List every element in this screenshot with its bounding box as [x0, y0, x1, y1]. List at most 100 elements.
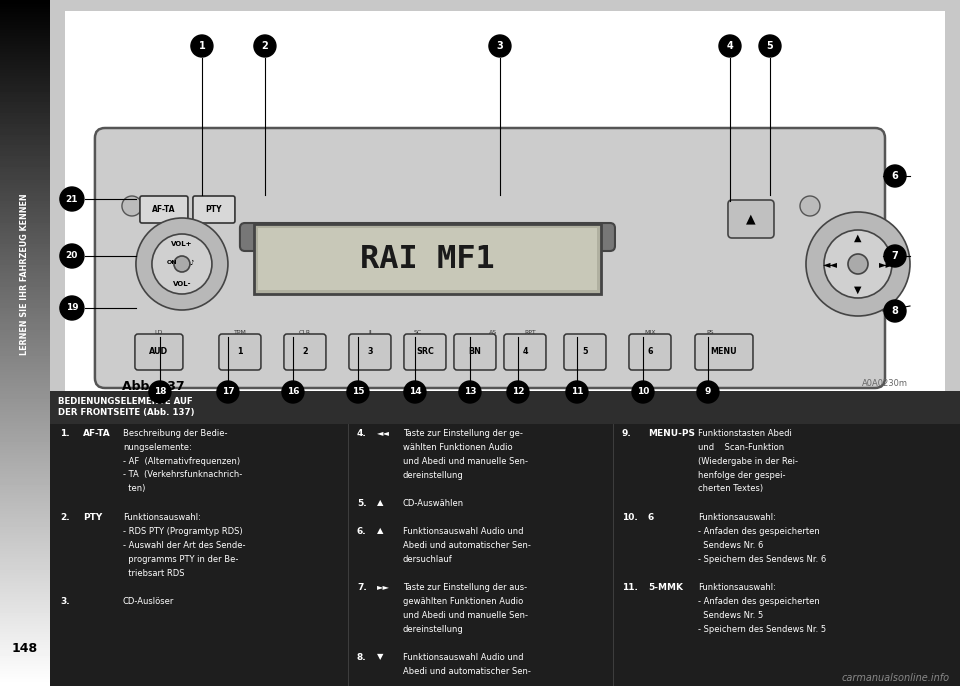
Circle shape: [404, 381, 426, 403]
Text: PTY: PTY: [83, 512, 102, 521]
Text: Funktionsauswahl Audio und: Funktionsauswahl Audio und: [403, 526, 523, 536]
Text: II: II: [368, 329, 372, 335]
Text: MIX: MIX: [644, 329, 656, 335]
Text: Funktionstasten Abedi: Funktionstasten Abedi: [698, 429, 792, 438]
Text: 3.: 3.: [60, 597, 69, 606]
Text: Sendews Nr. 6: Sendews Nr. 6: [698, 541, 763, 549]
Text: carmanualsonline.info: carmanualsonline.info: [842, 673, 950, 683]
Text: MENU: MENU: [710, 348, 737, 357]
Text: ◄◄: ◄◄: [377, 429, 390, 438]
Text: programms PTY in der Be-: programms PTY in der Be-: [123, 554, 238, 563]
Text: Funktionsauswahl:: Funktionsauswahl:: [698, 582, 776, 591]
Text: 6: 6: [647, 348, 653, 357]
Text: PTY: PTY: [205, 205, 222, 214]
Text: 4: 4: [727, 41, 733, 51]
Text: 5.: 5.: [357, 499, 367, 508]
Text: 6: 6: [892, 171, 899, 181]
FancyBboxPatch shape: [240, 223, 615, 251]
Text: 14: 14: [409, 388, 421, 397]
Circle shape: [697, 381, 719, 403]
Text: henfolge der gespei-: henfolge der gespei-: [698, 471, 785, 480]
Text: Taste zur Einstellung der aus-: Taste zur Einstellung der aus-: [403, 582, 527, 591]
Text: VOL-: VOL-: [173, 281, 191, 287]
Text: 2: 2: [261, 41, 268, 51]
Text: Beschreibung der Bedie-: Beschreibung der Bedie-: [123, 429, 228, 438]
Text: wählten Funktionen Audio: wählten Funktionen Audio: [403, 442, 513, 451]
Circle shape: [347, 381, 369, 403]
Text: A0A0230m: A0A0230m: [862, 379, 908, 388]
Text: 5: 5: [582, 348, 588, 357]
Circle shape: [884, 300, 906, 322]
Circle shape: [174, 256, 190, 272]
Text: 18: 18: [154, 388, 166, 397]
Circle shape: [806, 212, 910, 316]
Circle shape: [136, 218, 228, 310]
Text: 10: 10: [636, 388, 649, 397]
Text: 11.: 11.: [622, 582, 637, 591]
Text: 9: 9: [705, 388, 711, 397]
Circle shape: [149, 381, 171, 403]
Text: - Anfaden des gespeicherten: - Anfaden des gespeicherten: [698, 597, 820, 606]
FancyBboxPatch shape: [284, 334, 326, 370]
FancyBboxPatch shape: [695, 334, 753, 370]
FancyBboxPatch shape: [564, 334, 606, 370]
Text: CLR: CLR: [299, 329, 311, 335]
Text: 6.: 6.: [357, 526, 367, 536]
Text: Abb. 137: Abb. 137: [122, 379, 184, 392]
Circle shape: [719, 35, 741, 57]
Text: - Speichern des Sendews Nr. 6: - Speichern des Sendews Nr. 6: [698, 554, 827, 563]
Text: ▲: ▲: [854, 233, 862, 243]
Circle shape: [566, 381, 588, 403]
FancyBboxPatch shape: [348, 334, 391, 370]
FancyBboxPatch shape: [219, 334, 261, 370]
Text: - Speichern des Sendews Nr. 5: - Speichern des Sendews Nr. 5: [698, 624, 827, 633]
Circle shape: [507, 381, 529, 403]
Bar: [50, 391, 960, 424]
Text: ON: ON: [167, 261, 178, 265]
Text: RPT: RPT: [524, 329, 536, 335]
Text: 8: 8: [892, 306, 899, 316]
Text: 1.: 1.: [60, 429, 69, 438]
Circle shape: [254, 35, 276, 57]
Text: ♪: ♪: [190, 260, 194, 266]
Text: 2.: 2.: [60, 512, 69, 521]
Text: 1: 1: [199, 41, 205, 51]
Text: BEDIENUNGSELEMENTE AUF
DER FRONTSEITE (Abb. 137): BEDIENUNGSELEMENTE AUF DER FRONTSEITE (A…: [58, 397, 195, 417]
Text: dereinstellung: dereinstellung: [403, 471, 464, 480]
Circle shape: [60, 187, 84, 211]
Circle shape: [884, 165, 906, 187]
Circle shape: [60, 244, 84, 268]
Text: und Abedi und manuelle Sen-: und Abedi und manuelle Sen-: [403, 456, 528, 466]
Text: CD-Auslöser: CD-Auslöser: [123, 597, 175, 606]
Text: triebsart RDS: triebsart RDS: [123, 569, 184, 578]
Text: und    Scan-Funktion: und Scan-Funktion: [698, 442, 784, 451]
Text: 19: 19: [65, 303, 78, 313]
Text: ◄◄: ◄◄: [823, 259, 837, 269]
Text: 3: 3: [367, 348, 372, 357]
Text: 15: 15: [351, 388, 364, 397]
Circle shape: [759, 35, 781, 57]
Text: MENU-PS: MENU-PS: [648, 429, 695, 438]
Text: 3: 3: [496, 41, 503, 51]
Text: dereinstellung: dereinstellung: [403, 624, 464, 633]
Text: AS: AS: [489, 329, 497, 335]
Text: dersuchlauf: dersuchlauf: [403, 554, 453, 563]
FancyBboxPatch shape: [454, 334, 496, 370]
FancyBboxPatch shape: [193, 196, 235, 223]
Text: 12: 12: [512, 388, 524, 397]
Circle shape: [632, 381, 654, 403]
Text: AUD: AUD: [150, 348, 169, 357]
Text: SRC: SRC: [416, 348, 434, 357]
Text: 7.: 7.: [357, 582, 367, 591]
Text: ▼: ▼: [854, 285, 862, 295]
FancyBboxPatch shape: [135, 334, 183, 370]
FancyBboxPatch shape: [404, 334, 446, 370]
Circle shape: [152, 234, 212, 294]
Text: ►►: ►►: [878, 259, 894, 269]
Text: ▲: ▲: [377, 526, 383, 536]
FancyBboxPatch shape: [258, 228, 597, 290]
Text: 11: 11: [570, 388, 584, 397]
Text: ▼: ▼: [377, 652, 383, 661]
Text: ▲: ▲: [746, 213, 756, 226]
Circle shape: [60, 296, 84, 320]
